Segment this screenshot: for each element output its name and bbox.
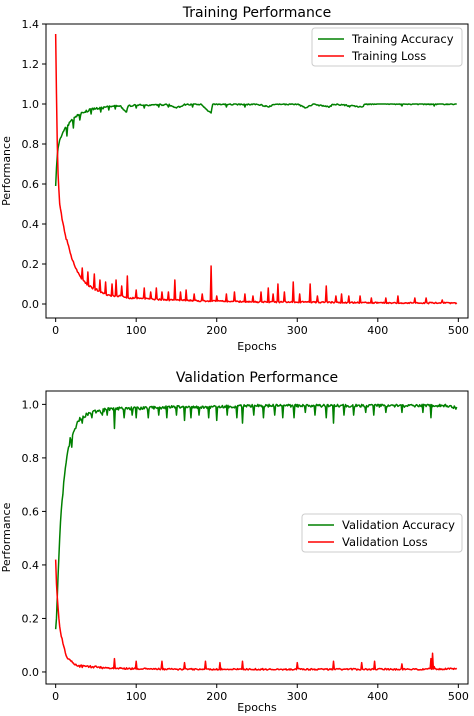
chart-validation: Validation Performance 0 100 200 300 400 500 0.… [0, 370, 469, 714]
legend-entry: Training Loss [351, 49, 426, 63]
y-tick-label: 0.0 [22, 666, 40, 679]
series-line-training-loss [54, 33, 458, 305]
x-tick-label: 100 [126, 690, 147, 703]
x-tick-label: 300 [287, 324, 308, 337]
x-tick-label: 0 [52, 690, 59, 703]
chart-training: Training Performance 0 100 200 300 400 500 0.0 0… [0, 5, 469, 353]
y-tick-label: 0.4 [22, 559, 40, 572]
y-tick-label: 1.2 [22, 58, 40, 71]
plot-frame [45, 390, 469, 685]
legend-entry: Validation Loss [342, 535, 428, 549]
x-axis-label: Epochs [237, 701, 277, 714]
x-tick-label: 400 [367, 324, 388, 337]
x-tick-label: 0 [52, 324, 59, 337]
x-tick-label: 100 [126, 324, 147, 337]
chart-title: Training Performance [182, 5, 331, 21]
y-tick-label: 0.8 [22, 452, 40, 465]
chart-title: Validation Performance [176, 370, 338, 386]
x-tick-label: 200 [206, 324, 227, 337]
y-tick-label: 0.6 [22, 505, 40, 518]
y-tick-label: 0.0 [22, 298, 40, 311]
y-axis-label: Performance [0, 136, 13, 206]
legend-entry: Training Accuracy [351, 32, 454, 46]
series-line-validation-loss [54, 559, 458, 671]
y-tick-label: 1.0 [22, 98, 40, 111]
x-tick-label: 500 [448, 324, 469, 337]
legend-box [311, 27, 463, 67]
plot-frame [45, 23, 469, 319]
legend-entry: Validation Accuracy [342, 518, 455, 532]
x-axis-label: Epochs [237, 340, 277, 353]
x-tick-label: 300 [287, 690, 308, 703]
x-tick-label: 400 [367, 690, 388, 703]
legend: Training Accuracy Training Loss [311, 27, 463, 67]
legend: Validation Accuracy Validation Loss [301, 513, 463, 553]
x-tick-label: 200 [206, 690, 227, 703]
y-tick-label: 1.0 [22, 398, 40, 411]
y-tick-label: 0.8 [22, 138, 40, 151]
y-tick-label: 0.2 [22, 258, 40, 271]
series-line-training-accuracy [54, 103, 457, 187]
legend-box [301, 513, 463, 553]
series-line-validation-accuracy [54, 403, 458, 630]
x-tick-label: 500 [448, 690, 469, 703]
y-tick-label: 0.2 [22, 612, 40, 625]
y-tick-label: 0.4 [22, 218, 40, 231]
y-axis-label: Performance [0, 502, 13, 572]
y-tick-label: 1.4 [22, 18, 40, 31]
y-tick-label: 0.6 [22, 178, 40, 191]
